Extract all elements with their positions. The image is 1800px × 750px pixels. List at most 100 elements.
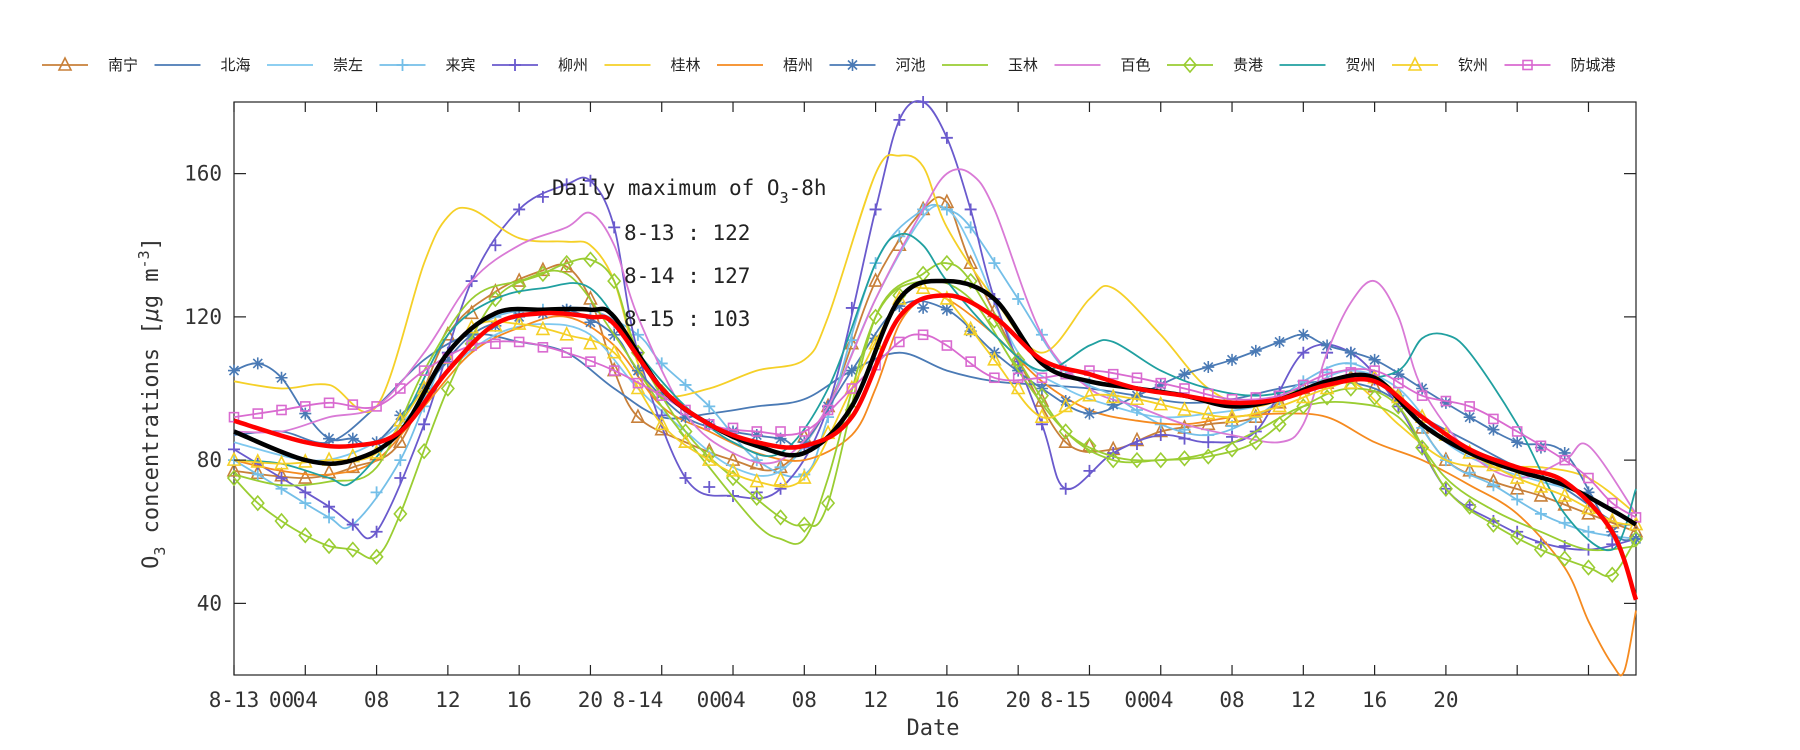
series-marker (1155, 377, 1167, 389)
series-贺州 (233, 232, 1637, 552)
series-marker (1082, 386, 1097, 402)
legend-item: 南宁 (42, 56, 138, 74)
series-line (233, 168, 1637, 515)
series-marker (1415, 439, 1430, 456)
x-tick-label: 08 (364, 688, 389, 712)
series-marker (393, 411, 408, 427)
series-marker (1558, 516, 1571, 529)
x-tick-label: 00 (269, 688, 294, 712)
series-marker (822, 404, 834, 416)
series-marker (417, 442, 432, 460)
series-marker (606, 343, 622, 359)
series-marker (940, 203, 953, 216)
series-marker (940, 303, 953, 316)
series-marker (1226, 430, 1239, 443)
series-marker (1296, 398, 1311, 415)
series-marker (1059, 482, 1072, 495)
series-marker (868, 308, 883, 326)
series-marker (1224, 408, 1240, 423)
series-marker (1106, 451, 1121, 469)
x-tick-label: 00 (697, 688, 722, 712)
series-marker (1557, 496, 1573, 511)
series-marker (1297, 346, 1310, 359)
series-marker (727, 422, 739, 434)
series-marker (1533, 478, 1549, 493)
series-marker (678, 423, 693, 440)
series-marker (1486, 516, 1501, 533)
series-marker (393, 505, 408, 523)
legend-label: 钦州 (1458, 56, 1488, 74)
legend-item: 贺州 (1279, 56, 1376, 74)
series-marker (892, 236, 907, 252)
x-tick-label: 20 (1433, 688, 1458, 712)
series-marker (1129, 390, 1145, 406)
legend-item: 百色 (1054, 56, 1151, 74)
y-tick-label: 160 (184, 162, 222, 186)
series-marker (583, 334, 598, 350)
series-marker (773, 471, 788, 486)
series-marker (1606, 497, 1618, 509)
series-marker (1440, 395, 1452, 407)
series-marker (989, 372, 1000, 384)
y-tick-label: 40 (197, 591, 222, 615)
series-marker (798, 436, 811, 449)
x-tick-label: 8-15 (1040, 688, 1091, 712)
series-marker (1154, 429, 1167, 442)
series-marker (1321, 368, 1333, 380)
legend-swatch-marker (1182, 56, 1198, 74)
series-marker (941, 340, 953, 351)
series-marker (1487, 423, 1500, 436)
series-marker (1344, 346, 1357, 359)
series-marker (1367, 389, 1382, 406)
series-marker (775, 426, 786, 437)
series-marker (988, 257, 1001, 270)
series-marker (418, 418, 431, 431)
series-black-mean (233, 278, 1638, 527)
series-marker (702, 446, 717, 463)
series-marker (774, 432, 787, 445)
series-marker (559, 325, 574, 341)
series-marker (323, 511, 336, 524)
series-marker (1177, 450, 1192, 467)
series-marker (1153, 395, 1169, 411)
series-marker (226, 462, 242, 477)
series-marker (464, 304, 479, 320)
series-marker (773, 509, 788, 526)
series-marker (1533, 541, 1549, 558)
legend-swatch-marker (509, 59, 521, 71)
series-marker (725, 462, 741, 477)
x-tick-label: 20 (578, 688, 603, 712)
series-marker (1582, 525, 1595, 538)
series-marker (1178, 432, 1191, 445)
series-marker (561, 347, 572, 358)
series-marker (1533, 487, 1549, 502)
series-marker (608, 365, 620, 376)
series-marker (345, 541, 360, 558)
series-marker (299, 401, 311, 412)
legend-label: 百色 (1121, 56, 1151, 74)
series-marker (1559, 454, 1571, 466)
series-marker (1535, 440, 1547, 452)
series-marker (1200, 404, 1216, 420)
series-marker (1558, 446, 1571, 459)
series-marker (939, 254, 954, 272)
series-marker (1296, 388, 1311, 404)
series-marker (1488, 413, 1499, 425)
series-marker (323, 397, 335, 409)
series-marker (394, 454, 407, 467)
legend-label: 玉林 (1008, 56, 1038, 74)
y-tick-label: 120 (184, 305, 222, 329)
series-marker (441, 355, 454, 368)
series-marker (1154, 378, 1167, 391)
series-marker (1012, 372, 1024, 384)
series-marker (964, 203, 977, 216)
series-marker (346, 518, 359, 531)
series-marker (440, 380, 455, 397)
series-marker (395, 383, 406, 394)
series-marker (371, 401, 382, 412)
series-marker (488, 283, 503, 298)
legend-swatch-marker (57, 56, 73, 71)
series-marker (917, 96, 930, 108)
legend-label: 河池 (896, 56, 926, 74)
